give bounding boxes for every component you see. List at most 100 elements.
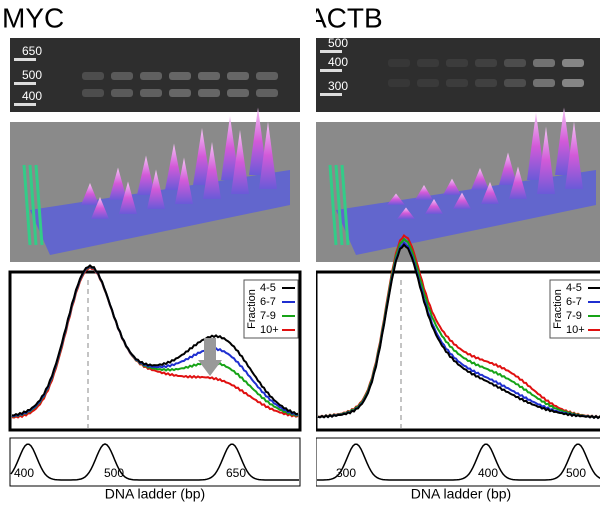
3d-peak <box>221 116 239 180</box>
3d-floor <box>30 170 290 255</box>
ladder-chart <box>316 437 600 487</box>
gel-label: 300 <box>328 79 348 93</box>
gel-band <box>256 72 278 80</box>
3d-peak <box>259 121 277 189</box>
3d-peak <box>499 152 517 185</box>
ladder-label: 400 <box>14 466 34 480</box>
legend <box>549 279 600 339</box>
3d-peak <box>119 181 137 214</box>
legend-label: 10+ <box>566 324 585 336</box>
3d-peak <box>387 193 405 205</box>
gel-band <box>504 79 526 87</box>
ladder-band <box>14 82 36 85</box>
gel-band <box>140 89 162 97</box>
gel-band <box>111 72 133 80</box>
3d-ladder <box>328 164 338 246</box>
gel-label: 400 <box>328 55 348 69</box>
gel-band <box>82 89 104 97</box>
legend-label: 6-7 <box>260 296 276 308</box>
gel-band <box>82 72 104 80</box>
ladder-label: 500 <box>104 466 124 480</box>
legend-title: Fraction <box>552 289 564 329</box>
3d-peak <box>415 185 433 200</box>
3d-peak <box>81 183 99 205</box>
3d-peak <box>425 199 443 214</box>
ladder-label: 500 <box>566 466 586 480</box>
3d-peak <box>249 107 267 175</box>
3d-peak <box>537 126 555 194</box>
ladder-label: 400 <box>478 466 498 480</box>
legend-title: Fraction <box>246 289 258 329</box>
3d-peak <box>443 178 461 195</box>
3d-peak <box>137 155 155 195</box>
legend-label: 6-7 <box>566 296 582 308</box>
gel-band <box>198 72 220 80</box>
3d-ladder <box>34 164 44 246</box>
gel-band <box>388 59 410 67</box>
3d-peak <box>555 107 573 175</box>
3d-peak <box>527 112 545 180</box>
3d-peak <box>203 142 221 199</box>
legend-label: 7-9 <box>566 310 582 322</box>
3d-peak <box>91 197 109 219</box>
3d-peak <box>453 192 471 209</box>
shift-arrow <box>198 338 222 376</box>
gel-label: 400 <box>22 89 42 103</box>
gel-label: 500 <box>328 36 348 50</box>
3d-peak <box>165 143 183 190</box>
legend-label: 4-5 <box>566 282 582 294</box>
legend <box>243 279 299 339</box>
gel <box>316 38 600 112</box>
ladder-axis-label: DNA ladder (bp) <box>105 486 205 502</box>
3d-ladder <box>28 164 38 246</box>
3d-peak <box>471 168 489 190</box>
ladder-label: 300 <box>336 466 356 480</box>
panel-title: ACTB <box>308 2 383 33</box>
3d-peak <box>509 166 527 199</box>
gel-band <box>446 59 468 67</box>
gel-band <box>533 79 555 87</box>
legend-label: 10+ <box>260 324 279 336</box>
gel-band <box>140 72 162 80</box>
ladder-band <box>320 69 342 72</box>
3d-peak <box>397 207 415 219</box>
gel-band <box>475 79 497 87</box>
gel-band <box>227 89 249 97</box>
3d-peak <box>109 167 127 200</box>
3d-peak <box>193 128 211 185</box>
3d-ladder <box>334 164 344 246</box>
ladder-band <box>320 93 342 96</box>
gel-band <box>446 79 468 87</box>
legend-label: 7-9 <box>260 310 276 322</box>
gel-band <box>227 72 249 80</box>
gel-band <box>169 89 191 97</box>
gel-band <box>475 59 497 67</box>
legend-label: 4-5 <box>260 282 276 294</box>
ladder-axis-label: DNA ladder (bp) <box>411 486 511 502</box>
gel-label: 500 <box>22 68 42 82</box>
gel-band <box>562 59 584 67</box>
gel-band <box>198 89 220 97</box>
gel-band <box>417 79 439 87</box>
gel-label: 650 <box>22 44 42 58</box>
3d-peak <box>175 157 193 204</box>
ladder-band <box>320 50 342 53</box>
gel-band <box>504 59 526 67</box>
3d-peak <box>147 169 165 209</box>
gel-band <box>169 72 191 80</box>
gel-band <box>417 59 439 67</box>
3d-peak <box>565 121 583 189</box>
3d-floor <box>336 170 596 255</box>
trace <box>11 264 299 417</box>
gel <box>10 38 300 112</box>
ladder-trace <box>10 443 299 481</box>
ladder-trace <box>317 443 600 481</box>
ladder-band <box>14 58 36 61</box>
trace <box>317 243 600 420</box>
gel-band <box>256 89 278 97</box>
gel-band <box>562 79 584 87</box>
gel-band <box>388 79 410 87</box>
ladder-band <box>14 103 36 106</box>
